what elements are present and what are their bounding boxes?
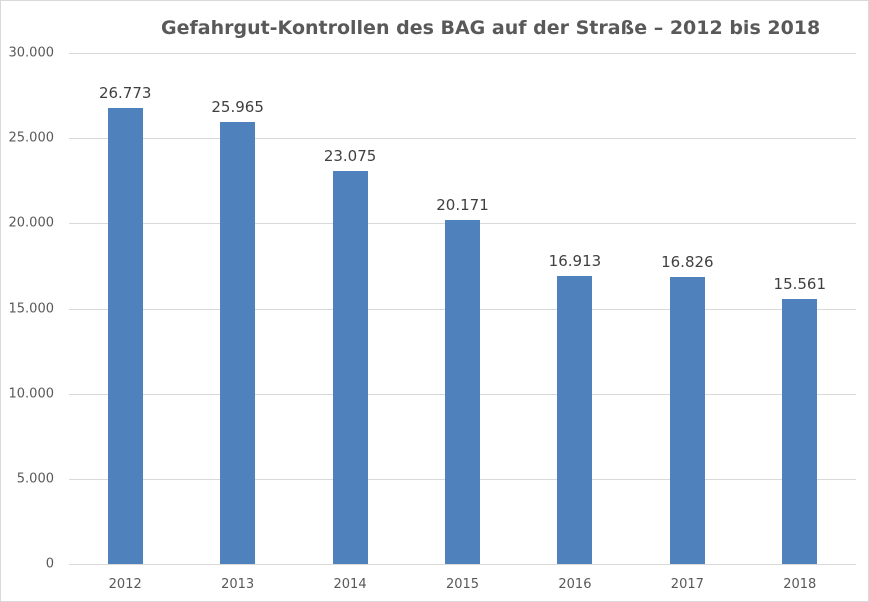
- y-axis-tick-label: 20.000: [8, 215, 55, 231]
- y-axis-tick-label: 0: [45, 556, 54, 572]
- plot-area: 0 5.000 10.000 15.000 20.000 25.000 30.000 26.7…: [9, 46, 856, 592]
- gridline: [69, 564, 856, 565]
- x-axis-tick-label: 2018: [783, 577, 817, 592]
- y-axis-tick-label: 15.000: [8, 301, 55, 316]
- bar-2014: [332, 170, 368, 564]
- data-label: 26.773: [98, 83, 152, 102]
- data-label: 23.075: [323, 146, 377, 165]
- bar-2018: [782, 298, 818, 564]
- x-axis-tick-label: 2013: [221, 577, 255, 592]
- data-label: 20.171: [436, 196, 489, 215]
- bar-2015: [445, 220, 480, 564]
- gridline: [69, 53, 856, 54]
- y-axis-tick-label: 10.000: [8, 386, 55, 402]
- bar-2012: [107, 107, 143, 564]
- bar-2016: [557, 275, 593, 564]
- chart-title: Gefahrgut-Kontrollen des BAG auf der Str…: [161, 17, 821, 39]
- bar-2013: [220, 121, 256, 564]
- x-axis-tick-label: 2016: [558, 577, 592, 592]
- bar-2017: [669, 277, 705, 564]
- x-axis-tick-label: 2015: [445, 577, 480, 592]
- gridline: [69, 138, 856, 140]
- data-label: 16.913: [548, 251, 602, 270]
- x-axis-tick-label: 2014: [333, 577, 367, 592]
- x-axis-tick-label: 2012: [108, 577, 142, 592]
- data-label: 15.561: [773, 274, 827, 293]
- data-label: 16.826: [661, 253, 714, 272]
- y-axis-tick-label: 25.000: [8, 130, 55, 146]
- y-axis-tick-label: 30.000: [8, 45, 55, 61]
- data-label: 25.965: [211, 97, 264, 116]
- y-axis-tick-label: 5.000: [16, 471, 54, 487]
- x-axis-tick-label: 2017: [670, 577, 704, 592]
